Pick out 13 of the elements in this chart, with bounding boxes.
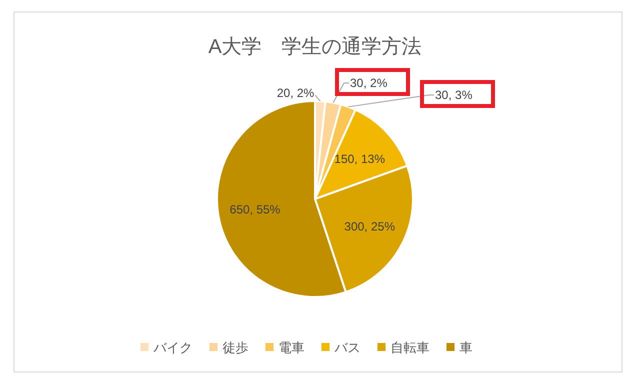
chart-title: A大学 学生の通学方法 xyxy=(208,35,422,58)
legend-label: 徒歩 xyxy=(222,340,248,355)
data-label: 30, 3% xyxy=(435,88,473,102)
data-label: 650, 55% xyxy=(230,202,281,217)
legend-label: 車 xyxy=(460,340,472,355)
legend-label: 電車 xyxy=(278,340,304,355)
data-label: 300, 25% xyxy=(344,220,396,234)
data-label: 20, 2% xyxy=(276,86,315,100)
data-label: 30, 2% xyxy=(350,76,388,90)
legend-label: 自転車 xyxy=(390,340,430,355)
legend-label: バス xyxy=(334,340,360,355)
legend-label: バイク xyxy=(152,340,192,355)
data-label: 150, 13% xyxy=(334,152,386,166)
